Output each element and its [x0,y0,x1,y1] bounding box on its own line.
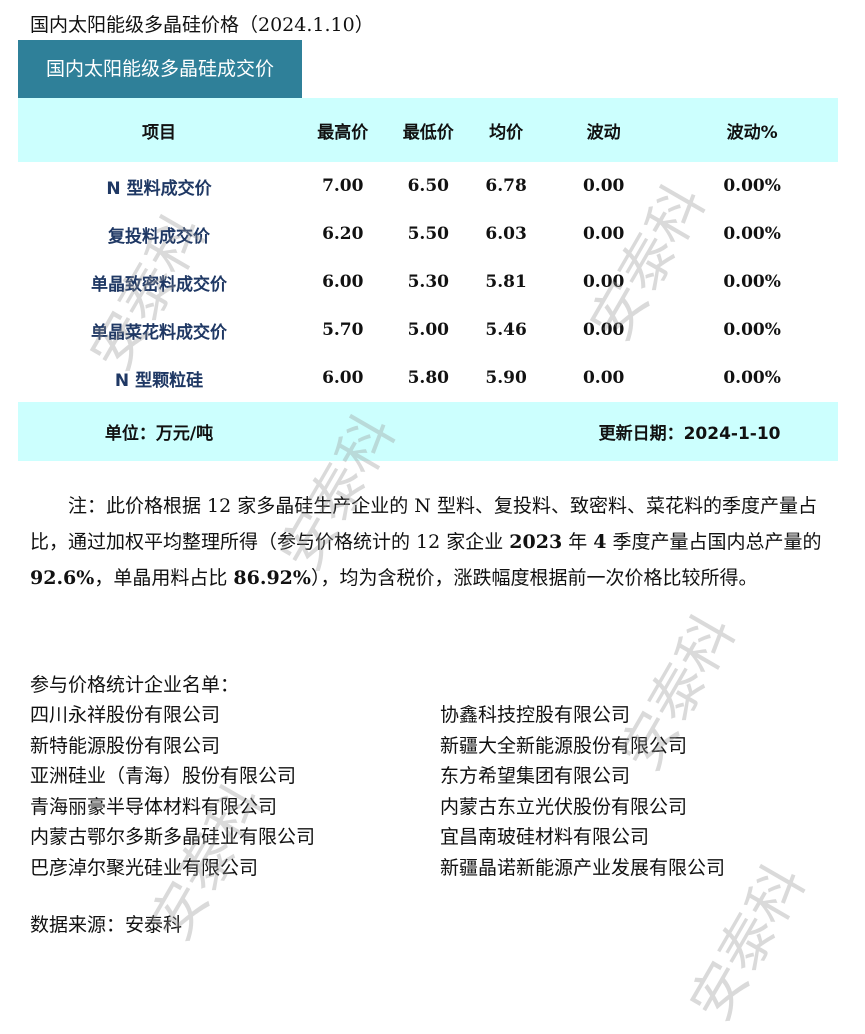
company-item: 四川永祥股份有限公司 [30,704,221,726]
company-item: 宜昌南玻硅材料有限公司 [440,826,650,848]
cell-value: 6.20 [322,224,364,244]
column-header: 项目 [18,98,300,162]
update-date: 更新日期：2024-1-10 [541,402,838,461]
note-bold: 92.6% [30,567,95,589]
company-item: 新疆大全新能源股份有限公司 [440,734,688,757]
cell-value: 5.50 [407,224,449,244]
cell-value: 0.00% [723,272,781,292]
cell-value: 5.80 [407,368,449,388]
company-item: 巴彦淖尔聚光硅业有限公司 [30,856,259,879]
company-item: 东方希望集团有限公司 [440,765,631,787]
row-label: N 型颗粒硅 [114,370,204,391]
cell-value: 6.03 [485,224,527,244]
row-label: N 型料成交价 [106,178,212,199]
table-row: N 型颗粒硅 6.00 5.80 5.90 0.00 0.00% [18,354,838,402]
cell-value: 6.00 [322,272,364,292]
page-title: 国内太阳能级多晶硅价格（2024.1.10） [30,14,374,36]
company-list-left: 四川永祥股份有限公司 新特能源股份有限公司亚洲硅业（青海）股份有限公司 青海丽豪半导… [30,700,315,883]
company-item: 新疆晶诺新能源产业发展有限公司 [440,856,726,879]
note-paragraph: 注：此价格根据 12 家多晶硅生产企业的 N 型料、复投料、致密料、菜花料的季度… [30,488,838,596]
row-label: 复投料成交价 [108,226,210,247]
column-header: 波动 [541,98,667,162]
cell-value: 0.00% [723,320,781,340]
table-row: 复投料成交价 6.20 5.50 6.03 0.00 0.00% [18,210,838,258]
spacer [300,402,542,461]
table-footer: 单位：万元/吨 更新日期：2024-1-10 [18,402,838,461]
company-list-right: 协鑫科技控股有限公司新疆大全新能源股份有限公司 东方希望集团有限公司内蒙古东立光伏… [440,700,725,883]
company-item: 新特能源股份有限公司 [30,734,221,757]
cell-value: 5.46 [485,320,527,340]
cell-value: 5.81 [485,272,527,292]
unit-label: 单位：万元/吨 [18,402,300,461]
company-list-title: 参与价格统计企业名单： [30,674,240,696]
note-bold: 2023 [509,531,563,553]
column-header: 最低价 [385,98,472,162]
cell-value: 0.00 [582,320,625,340]
cell-value: 0.00% [723,224,781,244]
table-row: 单晶致密料成交价 6.00 5.30 5.81 0.00 0.00% [18,258,838,306]
cell-value: 0.00% [723,368,781,388]
company-item: 协鑫科技控股有限公司 [440,704,631,726]
section-tab: 国内太阳能级多晶硅成交价 [18,40,302,98]
row-label: 单晶菜花料成交价 [91,322,227,343]
note-bold: 86.92% [233,567,311,589]
cell-value: 0.00 [582,176,625,196]
data-source: 数据来源：安泰科 [30,914,183,936]
table-row: 单晶菜花料成交价 5.70 5.00 5.46 0.00 0.00% [18,306,838,354]
cell-value: 6.00 [322,368,364,388]
cell-value: 0.00 [582,224,625,244]
cell-value: 0.00% [723,176,781,196]
cell-value: 5.00 [407,320,449,340]
cell-value: 0.00 [582,272,625,292]
cell-value: 6.50 [407,176,449,196]
price-table: 项目 最高价 最低价 均价 波动 波动% N 型料成交价 7.00 6.50 6.78 0.00 0… [18,98,838,461]
cell-value: 5.30 [407,272,449,292]
column-header: 均价 [471,98,542,162]
note-text: ，单晶用料占比 [94,567,234,589]
cell-value: 7.00 [322,176,364,196]
note-text: 年 [562,531,594,553]
table-row: N 型料成交价 7.00 6.50 6.78 0.00 0.00% [18,162,838,210]
company-item: 内蒙古东立光伏股份有限公司 [440,795,688,818]
table-header: 项目 最高价 最低价 均价 波动 波动% [18,98,838,162]
column-header: 波动% [666,98,838,162]
cell-value: 5.70 [322,320,364,340]
note-text: ），均为含税价，涨跌幅度根据前一次价格比较所得。 [310,567,758,589]
cell-value: 6.78 [485,176,527,196]
note-bold: 4 [593,531,607,553]
company-item: 青海丽豪半导体材料有限公司 [30,795,278,818]
note-text: 季度产量占国内总产量的 [606,531,822,553]
cell-value: 0.00 [582,368,625,388]
row-label: 单晶致密料成交价 [91,274,227,295]
company-item: 亚洲硅业（青海）股份有限公司 [30,765,297,787]
note-text: 注：此价格根据 12 家多晶硅生产企业的 N 型料、复投料、致密料、菜花料的季度… [30,495,817,553]
company-item: 内蒙古鄂尔多斯多晶硅业有限公司 [30,826,316,848]
column-header: 最高价 [300,98,386,162]
cell-value: 5.90 [485,368,527,388]
